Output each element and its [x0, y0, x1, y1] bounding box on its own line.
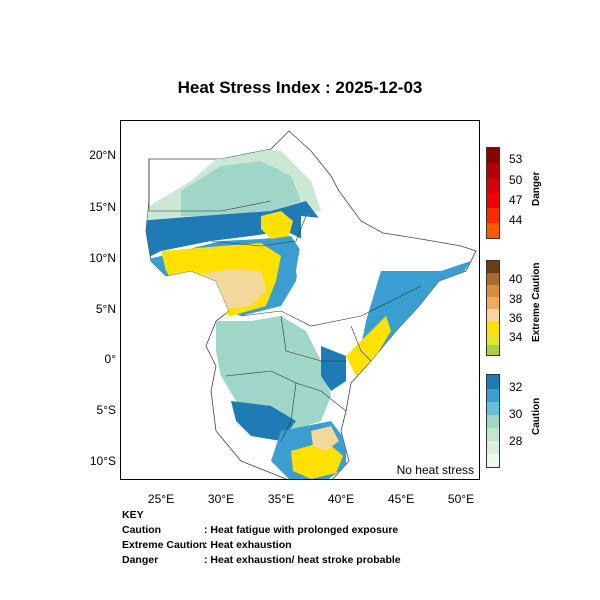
key-term-danger: Danger [122, 554, 159, 566]
extreme-south-yellow [291, 441, 343, 479]
caution-swatch-5 [487, 428, 499, 441]
danger-swatch-4 [487, 193, 499, 208]
caution-swatch-6 [487, 441, 499, 454]
extreme-somalia-yellow [346, 316, 391, 376]
lon-label-50e: 50°E [447, 492, 475, 506]
caution-swatch-4 [487, 415, 499, 428]
heat-stress-map [145, 130, 477, 479]
caution-central [216, 316, 331, 431]
extreme-label-38: 38 [509, 292, 523, 306]
extreme-north-yellow [261, 211, 293, 239]
key-def-extreme: : Heat exhaustion [204, 539, 292, 551]
caution-label-30: 30 [509, 407, 523, 421]
lat-label-5s: 5°S [96, 403, 116, 417]
lat-label-10s: 10°S [89, 454, 116, 468]
danger-swatch-6 [487, 223, 499, 238]
lon-label-35e: 35°E [267, 492, 295, 506]
caution-lake-area [321, 346, 346, 391]
caution-label-28: 28 [509, 434, 523, 448]
lon-label-25e: 25°E [147, 492, 175, 506]
key-term-caution: Caution [122, 524, 162, 536]
lat-label-10n: 10°N [89, 251, 116, 265]
key-heading: KEY [122, 509, 144, 521]
key-def-danger: : Heat exhaustion/ heat stroke probable [204, 554, 401, 566]
caution-central-dark [231, 401, 296, 441]
caution-colorbar [486, 374, 500, 468]
extreme-swatch-3 [487, 285, 499, 297]
lat-label-20n: 20°N [89, 148, 116, 162]
extreme-caution-colorbar [486, 260, 500, 356]
extreme-swatch-7 [487, 333, 499, 345]
lat-label-5n: 5°N [95, 302, 116, 316]
danger-colorbar [486, 147, 500, 239]
key-term-extreme: Extreme Caution [122, 539, 206, 551]
danger-label-50: 50 [509, 173, 523, 187]
extreme-swatch-4 [487, 297, 499, 309]
extreme-legend-title: Extreme Caution [531, 262, 542, 342]
key-def-caution: : Heat fatigue with prolonged exposure [204, 524, 399, 536]
lat-label-15n: 15°N [89, 200, 116, 214]
extreme-swatch-1 [487, 261, 499, 273]
extreme-swatch-5 [487, 309, 499, 321]
extreme-swatch-8 [487, 345, 499, 355]
caution-swatch-7 [487, 454, 499, 467]
danger-label-47: 47 [509, 193, 523, 207]
danger-label-44: 44 [509, 213, 523, 227]
danger-legend-title: Danger [531, 171, 542, 206]
extreme-label-34: 34 [509, 330, 523, 344]
danger-label-53: 53 [509, 152, 523, 166]
caution-label-32: 32 [509, 380, 523, 394]
caution-swatch-1 [487, 375, 499, 389]
lon-label-40e: 40°E [327, 492, 355, 506]
country-borders [148, 159, 422, 442]
extreme-swatch-2 [487, 273, 499, 285]
danger-swatch-2 [487, 163, 499, 178]
caution-swatch-2 [487, 389, 499, 402]
extreme-label-36: 36 [509, 311, 523, 325]
caution-legend-title: Caution [531, 397, 542, 435]
no-heat-stress-note: No heat stress [396, 463, 474, 477]
map-title: Heat Stress Index : 2025-12-03 [177, 78, 423, 97]
map-panel [120, 120, 480, 480]
extreme-swatch-6 [487, 321, 499, 333]
caution-mid-north [181, 161, 301, 216]
lon-label-45e: 45°E [387, 492, 415, 506]
lon-label-30e: 30°E [207, 492, 235, 506]
lat-label-0: 0° [104, 352, 116, 366]
danger-swatch-3 [487, 178, 499, 193]
caution-swatch-3 [487, 402, 499, 415]
danger-swatch-1 [487, 148, 499, 163]
extreme-south-tan [311, 426, 339, 451]
extreme-label-40: 40 [509, 272, 523, 286]
danger-swatch-5 [487, 208, 499, 223]
